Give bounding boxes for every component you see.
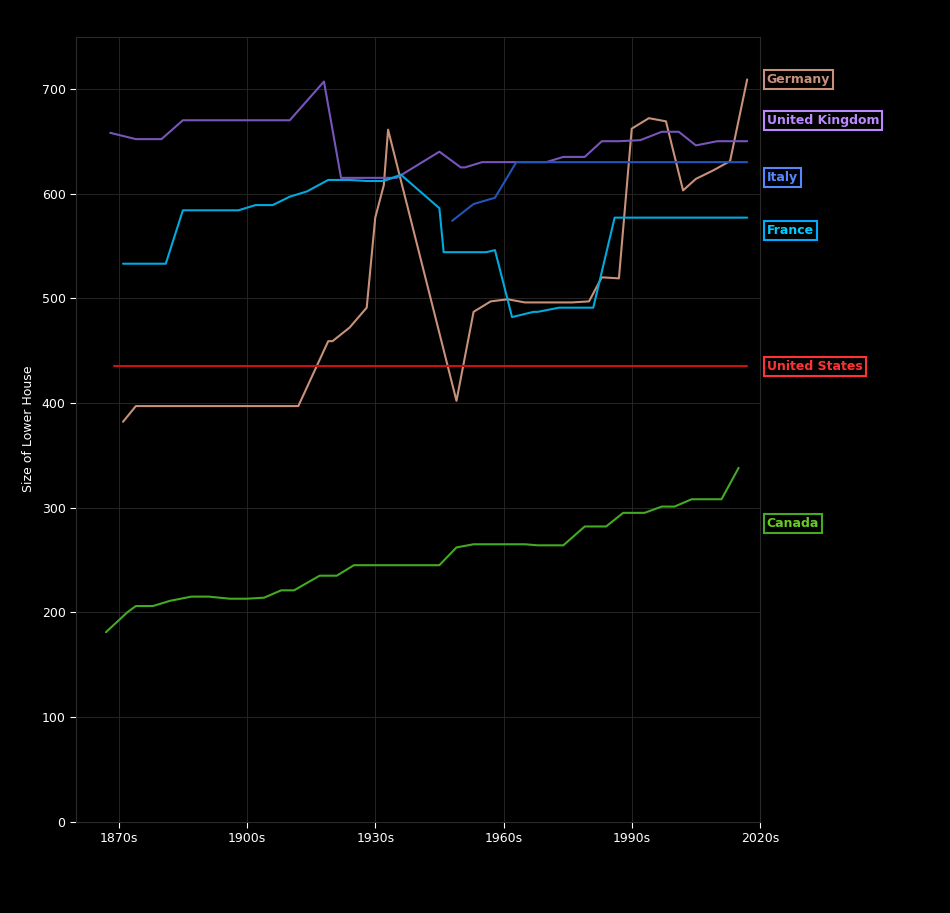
- Text: France: France: [767, 224, 814, 236]
- Text: United States: United States: [767, 360, 863, 373]
- Y-axis label: Size of Lower House: Size of Lower House: [22, 366, 34, 492]
- Text: United Kingdom: United Kingdom: [767, 114, 880, 127]
- Text: Canada: Canada: [767, 517, 819, 530]
- Text: Italy: Italy: [767, 172, 798, 184]
- Text: Germany: Germany: [767, 73, 830, 86]
